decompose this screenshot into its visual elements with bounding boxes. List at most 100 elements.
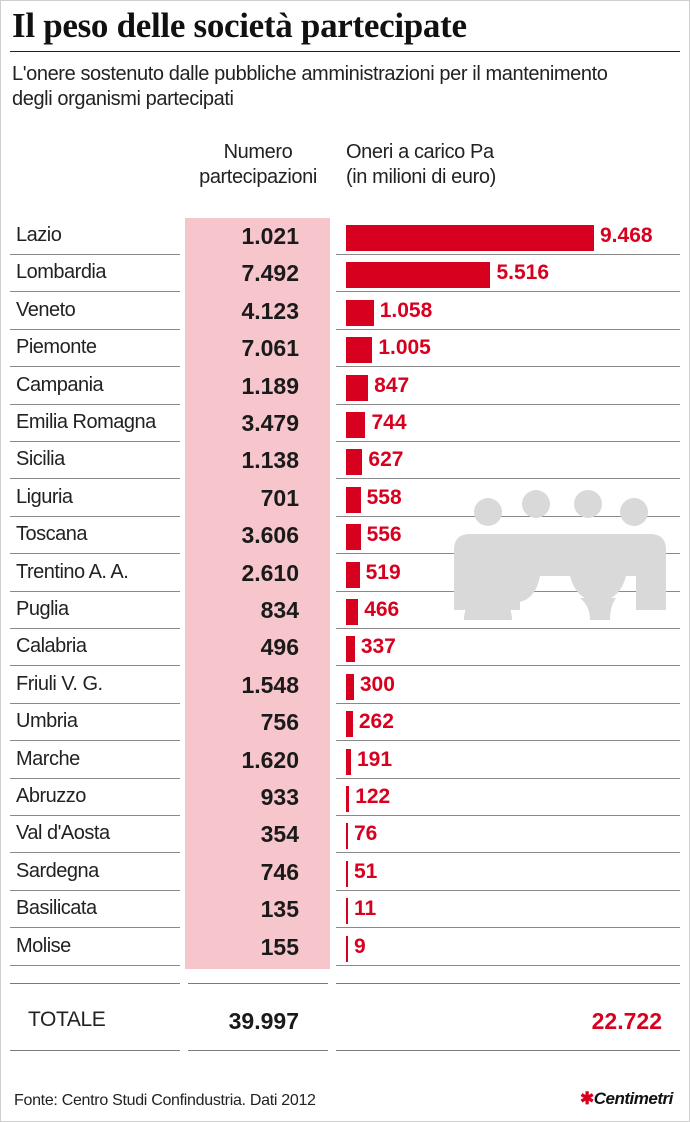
partecipazioni-value: 1.620 — [241, 746, 299, 773]
row-divider — [10, 254, 180, 255]
table-row: Friuli V. G. 1.548 300 — [0, 667, 690, 704]
table-row: Emilia Romagna 3.479 744 — [0, 405, 690, 442]
logo-mark-icon: ✱ — [580, 1089, 594, 1108]
column-header-partecipazioni-line1: Numero — [223, 141, 293, 163]
region-label: Veneto — [16, 298, 76, 321]
region-label: Liguria — [16, 485, 73, 508]
title-rule — [10, 51, 680, 52]
region-label: Umbria — [16, 710, 78, 733]
partecipazioni-value: 1.189 — [241, 372, 299, 399]
row-divider — [336, 665, 680, 667]
bar — [346, 860, 348, 887]
bar-value-label: 191 — [357, 747, 393, 771]
table-row: Puglia 834 466 — [0, 592, 690, 629]
row-divider — [10, 927, 180, 929]
region-label: Puglia — [16, 598, 69, 620]
region-label: Sardegna — [16, 859, 99, 882]
bar-value-label: 1.058 — [379, 298, 433, 322]
partecipazioni-column-background — [185, 218, 330, 969]
region-label: Friuli V. G. — [16, 672, 103, 695]
bar-value-label: 122 — [355, 785, 391, 808]
publisher-logo: ✱Centimetri — [580, 1089, 673, 1109]
table-row: Calabria 496 337 — [0, 629, 690, 667]
region-label: Lombardia — [16, 261, 107, 284]
row-divider — [10, 964, 180, 966]
column-header-partecipazioni-line2: partecipazioni — [199, 166, 317, 188]
row-divider — [336, 441, 680, 442]
bar-value-label: 5.516 — [496, 261, 550, 285]
row-divider — [10, 628, 180, 629]
chart-title: Il peso delle società partecipate — [12, 6, 467, 45]
table-row: Marche 1.620 191 — [0, 742, 690, 779]
row-divider — [10, 740, 180, 742]
table-row: Umbria 756 262 — [0, 704, 690, 742]
bar — [346, 299, 374, 326]
region-label: Piemonte — [16, 336, 97, 359]
column-header-oneri: Oneri a carico Pa (in milioni di euro) — [346, 140, 606, 190]
bar — [346, 486, 361, 513]
bar — [346, 823, 348, 850]
partecipazioni-value: 834 — [260, 597, 299, 623]
row-divider — [10, 515, 180, 517]
row-divider — [336, 964, 680, 966]
bar — [346, 449, 363, 476]
region-label: Campania — [16, 373, 104, 396]
row-divider — [336, 927, 680, 929]
row-divider — [10, 815, 180, 816]
row-divider — [10, 366, 180, 368]
row-divider — [336, 366, 680, 368]
row-divider — [336, 889, 680, 891]
partecipazioni-value: 1.138 — [241, 447, 299, 474]
bar — [346, 599, 359, 625]
bar-value-label: 627 — [368, 448, 404, 472]
bar-value-label: 1.005 — [378, 336, 431, 360]
bar — [346, 898, 348, 925]
table-row: Sardegna 746 51 — [0, 854, 690, 891]
partecipazioni-value: 7.061 — [241, 335, 299, 362]
total-oneri-box — [336, 983, 680, 1051]
bar-value-label: 337 — [360, 635, 396, 659]
bar — [346, 225, 594, 251]
row-divider — [336, 777, 680, 779]
row-divider — [336, 254, 680, 255]
partecipazioni-value: 2.610 — [241, 559, 299, 586]
bar-value-label: 11 — [354, 897, 377, 921]
total-partecipazioni-box — [188, 983, 328, 1051]
table-row: Liguria 701 558 — [0, 480, 690, 517]
partecipazioni-value: 933 — [260, 784, 299, 810]
region-label: Toscana — [16, 523, 88, 546]
row-divider — [336, 852, 680, 854]
partecipazioni-value: 354 — [260, 821, 299, 848]
bar — [346, 636, 355, 663]
table-row: Piemonte 7.061 1.005 — [0, 330, 690, 368]
partecipazioni-value: 746 — [260, 858, 299, 885]
row-divider — [336, 815, 680, 816]
total-partecipazioni: 39.997 — [228, 1008, 299, 1034]
row-divider — [336, 515, 680, 517]
table-row: Veneto 4.123 1.058 — [0, 293, 690, 330]
partecipazioni-value: 3.606 — [241, 522, 299, 549]
row-divider — [10, 478, 180, 480]
bar — [346, 748, 351, 775]
row-divider — [10, 665, 180, 667]
table-row: Abruzzo 933 122 — [0, 779, 690, 816]
table-row: Lombardia 7.492 5.516 — [0, 255, 690, 293]
bar-value-label: 558 — [366, 485, 402, 509]
table-row: Sicilia 1.138 627 — [0, 442, 690, 480]
row-divider — [336, 403, 680, 405]
bar-value-label: 9 — [354, 934, 366, 958]
total-label-box — [10, 983, 180, 1051]
bar-value-label: 744 — [371, 411, 407, 434]
region-label: Calabria — [16, 635, 87, 658]
row-divider — [10, 441, 180, 442]
meeting-people-icon — [454, 490, 666, 620]
bar — [346, 673, 354, 700]
partecipazioni-value: 496 — [260, 634, 299, 661]
partecipazioni-value: 756 — [260, 709, 299, 736]
table-row: Val d'Aosta 354 76 — [0, 816, 690, 854]
row-divider — [10, 889, 180, 891]
row-divider — [336, 740, 680, 742]
region-label: Molise — [16, 934, 71, 957]
bar — [346, 935, 348, 962]
partecipazioni-value: 1.021 — [241, 223, 299, 249]
